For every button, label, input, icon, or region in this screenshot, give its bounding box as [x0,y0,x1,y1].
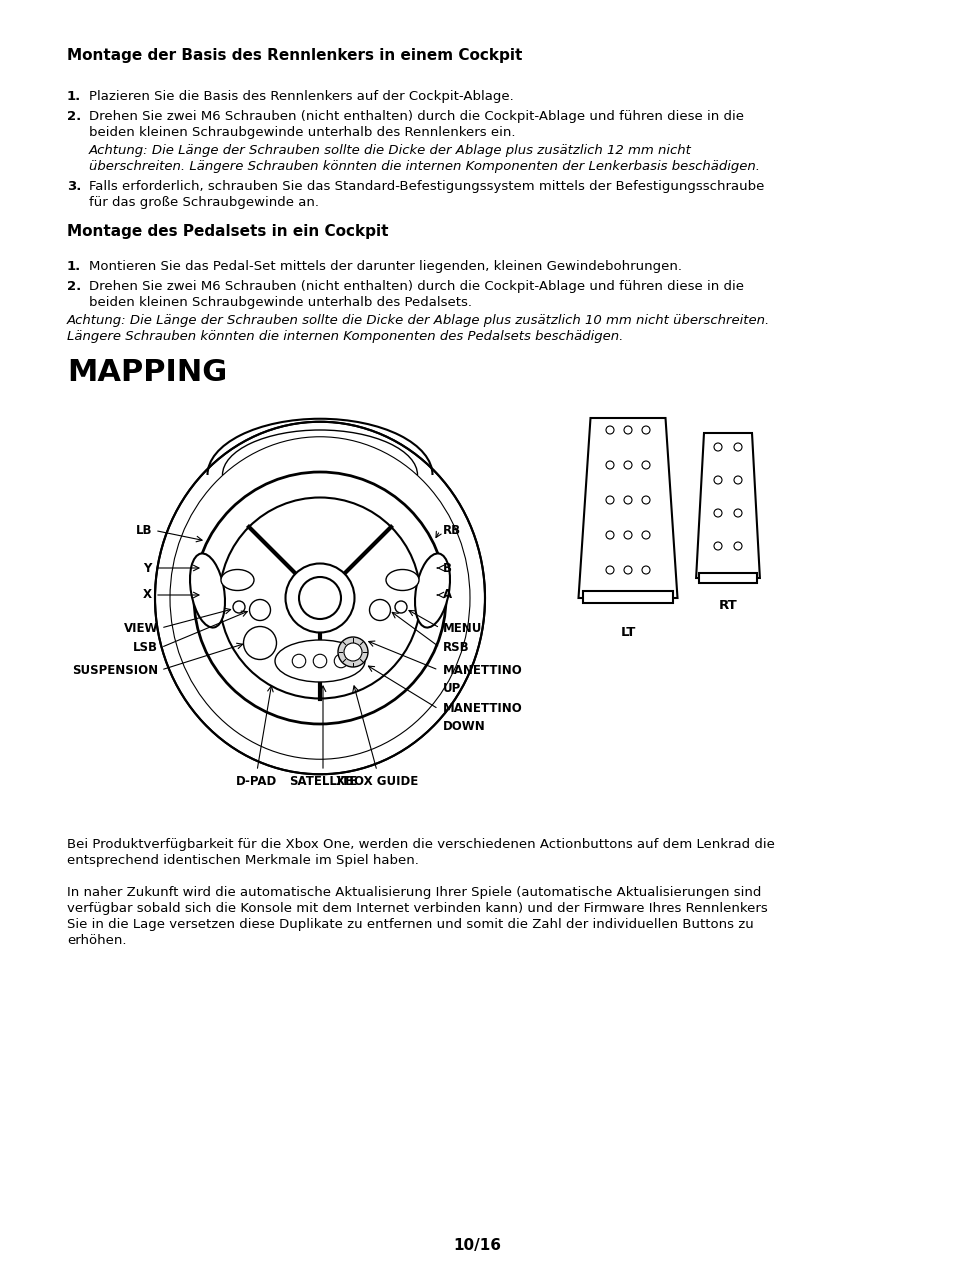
Text: Längere Schrauben könnten die internen Komponenten des Pedalsets beschädigen.: Längere Schrauben könnten die internen K… [67,329,622,343]
Text: 3.: 3. [67,181,81,193]
Text: MENU: MENU [442,622,482,635]
Text: B: B [442,561,452,575]
Polygon shape [696,432,760,577]
Text: VIEW: VIEW [123,622,158,635]
Circle shape [219,497,420,698]
Text: UP: UP [442,682,460,695]
FancyBboxPatch shape [699,572,757,583]
Text: RSB: RSB [442,641,469,654]
Text: für das große Schraubgewinde an.: für das große Schraubgewinde an. [89,196,318,209]
Text: Falls erforderlich, schrauben Sie das Standard-Befestigungssystem mittels der Be: Falls erforderlich, schrauben Sie das St… [89,181,763,193]
Ellipse shape [190,553,225,627]
Text: RT: RT [718,599,737,612]
Text: LB: LB [135,524,152,537]
Text: erhöhen.: erhöhen. [67,934,126,946]
Text: Drehen Sie zwei M6 Schrauben (nicht enthalten) durch die Cockpit-Ablage und führ: Drehen Sie zwei M6 Schrauben (nicht enth… [89,280,743,293]
Text: 1.: 1. [67,259,81,273]
Text: beiden kleinen Schraubgewinde unterhalb des Pedalsets.: beiden kleinen Schraubgewinde unterhalb … [89,296,472,309]
Text: DOWN: DOWN [442,720,485,734]
Text: Bei Produktverfügbarkeit für die Xbox One, werden die verschiedenen Actionbutton: Bei Produktverfügbarkeit für die Xbox On… [67,838,774,851]
Text: überschreiten. Längere Schrauben könnten die internen Komponenten der Lenkerbasi: überschreiten. Längere Schrauben könnten… [89,160,759,173]
Text: 2.: 2. [67,109,81,123]
Text: RB: RB [442,524,460,537]
Text: 2.: 2. [67,280,81,293]
Circle shape [344,644,361,661]
Text: Achtung: Die Länge der Schrauben sollte die Dicke der Ablage plus zusätzlich 12 : Achtung: Die Länge der Schrauben sollte … [89,144,691,156]
Text: SUSPENSION: SUSPENSION [71,664,158,677]
Circle shape [337,637,368,667]
Ellipse shape [221,570,253,590]
Text: In naher Zukunft wird die automatische Aktualisierung Ihrer Spiele (automatische: In naher Zukunft wird die automatische A… [67,887,760,899]
Text: LSB: LSB [132,641,158,654]
Text: verfügbar sobald sich die Konsole mit dem Internet verbinden kann) und der Firmw: verfügbar sobald sich die Konsole mit de… [67,902,767,915]
Text: Montage des Pedalsets in ein Cockpit: Montage des Pedalsets in ein Cockpit [67,224,388,239]
Text: Montage der Basis des Rennlenkers in einem Cockpit: Montage der Basis des Rennlenkers in ein… [67,48,521,64]
Text: Achtung: Die Länge der Schrauben sollte die Dicke der Ablage plus zusätzlich 10 : Achtung: Die Länge der Schrauben sollte … [67,314,769,327]
Text: Plazieren Sie die Basis des Rennlenkers auf der Cockpit-Ablage.: Plazieren Sie die Basis des Rennlenkers … [89,90,513,103]
Text: LT: LT [619,626,635,639]
Polygon shape [578,418,677,598]
Text: Montieren Sie das Pedal-Set mittels der darunter liegenden, kleinen Gewindebohru: Montieren Sie das Pedal-Set mittels der … [89,259,681,273]
Text: MANETTINO: MANETTINO [442,664,522,677]
Ellipse shape [386,570,418,590]
Text: X: X [143,589,152,602]
Text: XBOX GUIDE: XBOX GUIDE [335,775,417,787]
Text: Sie in die Lage versetzen diese Duplikate zu entfernen und somit die Zahl der in: Sie in die Lage versetzen diese Duplikat… [67,918,753,931]
Text: MANETTINO: MANETTINO [442,702,522,715]
Circle shape [285,563,355,632]
Text: Y: Y [144,561,152,575]
Circle shape [298,577,340,619]
Text: MAPPING: MAPPING [67,357,227,387]
Text: SATELLITE: SATELLITE [289,775,356,787]
Text: entsprechend identischen Merkmale im Spiel haben.: entsprechend identischen Merkmale im Spi… [67,854,418,868]
Text: 10/16: 10/16 [453,1238,500,1253]
Ellipse shape [154,422,484,775]
Text: Drehen Sie zwei M6 Schrauben (nicht enthalten) durch die Cockpit-Ablage und führ: Drehen Sie zwei M6 Schrauben (nicht enth… [89,109,743,123]
Text: A: A [442,589,452,602]
FancyBboxPatch shape [582,591,672,603]
Text: beiden kleinen Schraubgewinde unterhalb des Rennlenkers ein.: beiden kleinen Schraubgewinde unterhalb … [89,126,515,139]
Ellipse shape [415,553,450,627]
Circle shape [193,472,446,724]
Text: D-PAD: D-PAD [236,775,277,787]
Text: 1.: 1. [67,90,81,103]
Ellipse shape [274,640,365,682]
